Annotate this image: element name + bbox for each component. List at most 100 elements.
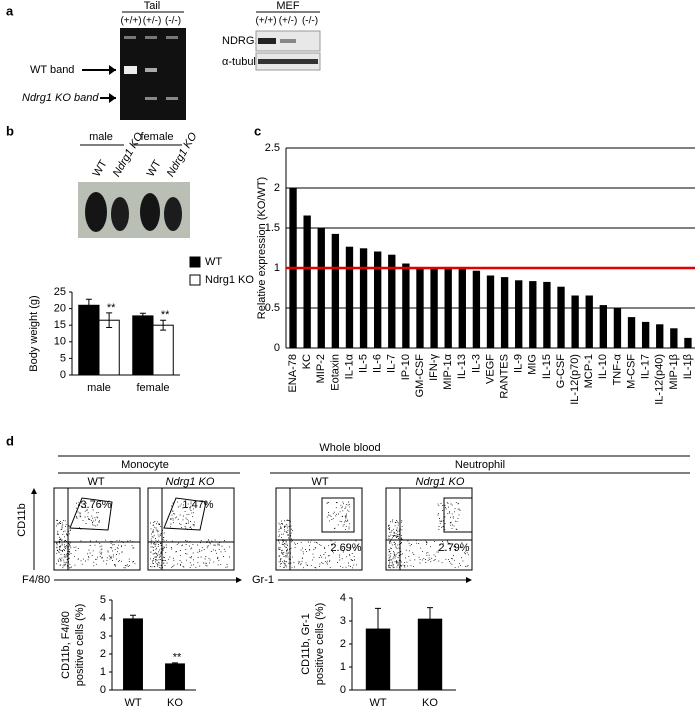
significance: ** [161,309,170,321]
bar [613,307,622,349]
percentage: 2.79% [438,542,469,554]
y-tick-label: 1 [340,661,346,673]
y-tick-label: 5 [100,594,106,606]
bar [388,254,396,349]
blot-band [280,39,296,43]
bar [345,246,354,349]
x-tick-label: IL-17 [640,354,652,379]
bar [472,270,481,349]
error-bar [160,319,167,331]
group-title: Neutrophil [455,459,505,471]
bar [529,281,537,349]
percentage: 3.76% [80,499,111,511]
lane-label: (+/-) [143,16,162,27]
flow-dots [150,501,231,569]
gel-band [145,68,157,72]
blot-row-label: NDRG1 [222,35,261,47]
x-tick-label: MIP-1β [668,354,680,390]
bar [656,324,664,349]
y-tick-label: 4 [340,592,346,604]
section-title: Whole blood [319,442,380,454]
x-tick-label: G-CSF [555,354,567,389]
y-tick-label: 1.5 [265,222,280,234]
x-tick-label: IL-15 [541,354,553,379]
bar [670,328,678,349]
plot-title: WT [311,476,328,488]
y-tick-label: 2 [340,638,346,650]
bar [571,295,579,349]
legend-label: Ndrg1 KO [205,274,254,286]
bar [641,321,650,349]
gel-band [124,66,137,74]
gel-well [166,36,178,39]
x-tick-label: IP-10 [400,354,412,380]
photo-label: WT [91,158,110,179]
bar [585,295,593,349]
x-tick-label: KC [301,354,313,369]
blot-band [258,59,318,64]
error-bar [375,607,381,651]
x-tick-label: M-CSF [625,354,637,389]
x-tick-label: WT [124,697,141,709]
y-tick-label: 5 [60,352,66,364]
x-tick-label: IL-13 [456,354,468,379]
gel-title: Tail [144,0,161,12]
bar [416,267,424,349]
bar [486,275,495,349]
panel-label: a [6,3,14,18]
gel-well [124,36,136,39]
x-tick-label: IL-7 [386,354,398,373]
x-tick-label: IL-5 [357,354,369,373]
y-axis-label: CD11b, Gr-1 [300,613,312,675]
bar [599,305,608,349]
bar [684,337,692,349]
x-tick-label: IFN-γ [428,354,440,381]
significance: ** [173,652,182,664]
lane-label: (-/-) [165,16,181,27]
bar [303,215,311,349]
x-tick-label: IL-3 [470,354,482,373]
y-axis-label: CD11b, F4/80 [60,611,72,679]
gel-band [166,97,178,100]
y-tick-label: 1 [100,666,106,678]
y-tick-label: 4 [100,612,106,624]
bar [444,267,452,349]
mouse [140,193,160,231]
y-tick-label: 1 [274,262,280,274]
percentage: 2.69% [330,542,361,554]
x-tick-label: IL-6 [372,354,384,373]
blot-title: MEF [276,0,300,12]
group-label: male [89,131,113,143]
x-tick-label: IL-9 [513,354,525,373]
axis-label: Gr-1 [252,574,274,586]
plot-title: WT [87,476,104,488]
legend-label: WT [205,256,222,268]
band-label: Ndrg1 KO band [22,92,99,104]
gate [69,497,113,531]
bar [317,227,325,349]
gate [163,497,207,531]
gel-well [145,36,157,39]
arrow-head [31,488,37,494]
x-tick-label: IL-10 [597,354,609,379]
x-tick-label: GM-CSF [414,354,426,398]
bar [402,263,410,349]
y-tick-label: 0 [340,684,346,696]
plot-title: Ndrg1 KO [416,476,465,488]
mouse [111,197,129,231]
y-axis-label: Relative expression (KO/WT) [256,177,268,319]
panel-label: c [254,123,261,138]
panel-label: b [6,123,14,138]
significance: ** [107,302,116,314]
y-tick-label: 2 [100,648,106,660]
bar [359,248,368,349]
bar [515,280,523,349]
x-tick-label: VEGF [484,354,496,384]
plot-title: Ndrg1 KO [166,476,215,488]
error-bar [85,298,92,312]
x-tick-label: male [87,382,111,394]
y-tick-label: 20 [54,303,66,315]
legend-swatch [189,256,201,268]
x-tick-label: MCP-1 [583,354,595,388]
